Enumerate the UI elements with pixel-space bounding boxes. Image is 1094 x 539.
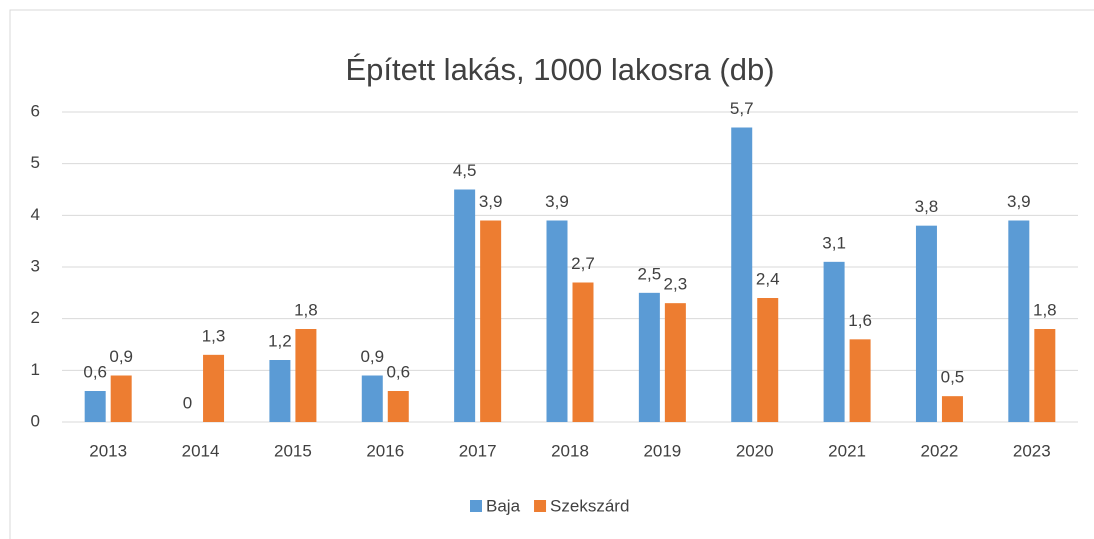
bar <box>203 354 225 422</box>
x-tick-label: 2017 <box>459 441 497 460</box>
data-label: 3,9 <box>1007 192 1031 211</box>
bar <box>823 261 845 422</box>
data-label: 1,3 <box>202 326 226 345</box>
bar <box>849 339 871 422</box>
legend-label: Szekszárd <box>550 496 629 515</box>
bar <box>941 396 963 422</box>
bar <box>1034 329 1056 422</box>
y-tick-label: 1 <box>31 360 40 379</box>
data-label: 1,8 <box>1033 300 1057 319</box>
data-label: 1,8 <box>294 300 318 319</box>
data-label: 0,6 <box>83 362 107 381</box>
y-tick-label: 2 <box>31 308 40 327</box>
x-tick-label: 2018 <box>551 441 589 460</box>
x-tick-label: 2023 <box>1013 441 1051 460</box>
bar <box>572 282 594 422</box>
data-label: 1,2 <box>268 331 292 350</box>
bar <box>915 225 937 422</box>
data-label: 0,6 <box>386 362 410 381</box>
data-label: 3,8 <box>915 197 939 216</box>
data-label: 1,6 <box>848 311 872 330</box>
data-label: 2,7 <box>571 254 595 273</box>
legend-label: Baja <box>486 496 521 515</box>
x-tick-label: 2016 <box>366 441 404 460</box>
y-tick-label: 5 <box>31 153 40 172</box>
data-label: 2,3 <box>664 275 688 294</box>
bar <box>454 189 476 422</box>
data-label: 0,5 <box>941 368 965 387</box>
y-tick-label: 6 <box>31 101 40 120</box>
bar <box>731 127 753 422</box>
bar <box>269 360 291 422</box>
bar <box>361 375 383 422</box>
bar <box>638 292 660 422</box>
bar <box>664 303 686 422</box>
data-label: 0,9 <box>109 347 133 366</box>
x-tick-label: 2013 <box>89 441 127 460</box>
data-label: 0 <box>183 393 192 412</box>
y-tick-label: 4 <box>31 205 40 224</box>
data-label: 4,5 <box>453 161 477 180</box>
x-tick-label: 2022 <box>921 441 959 460</box>
x-tick-label: 2019 <box>643 441 681 460</box>
data-label: 3,1 <box>822 233 846 252</box>
bar <box>387 391 409 422</box>
bar <box>546 220 568 422</box>
legend-swatch <box>470 500 482 512</box>
data-label: 0,9 <box>360 347 384 366</box>
data-label: 3,9 <box>545 192 569 211</box>
bar <box>757 298 779 422</box>
legend-swatch <box>534 500 547 512</box>
data-label: 2,5 <box>638 264 662 283</box>
bar <box>110 375 132 422</box>
y-tick-label: 3 <box>31 256 40 275</box>
chart-title: Épített lakás, 1000 lakosra (db) <box>345 52 774 87</box>
bar <box>295 329 317 422</box>
x-tick-label: 2020 <box>736 441 774 460</box>
bar <box>84 391 106 422</box>
data-label: 3,9 <box>479 192 503 211</box>
data-label: 5,7 <box>730 99 754 118</box>
y-tick-label: 0 <box>31 411 40 430</box>
data-label: 2,4 <box>756 269 780 288</box>
x-tick-label: 2021 <box>828 441 866 460</box>
x-tick-label: 2014 <box>182 441 220 460</box>
bar <box>480 220 502 422</box>
x-tick-label: 2015 <box>274 441 312 460</box>
bar <box>1008 220 1030 422</box>
